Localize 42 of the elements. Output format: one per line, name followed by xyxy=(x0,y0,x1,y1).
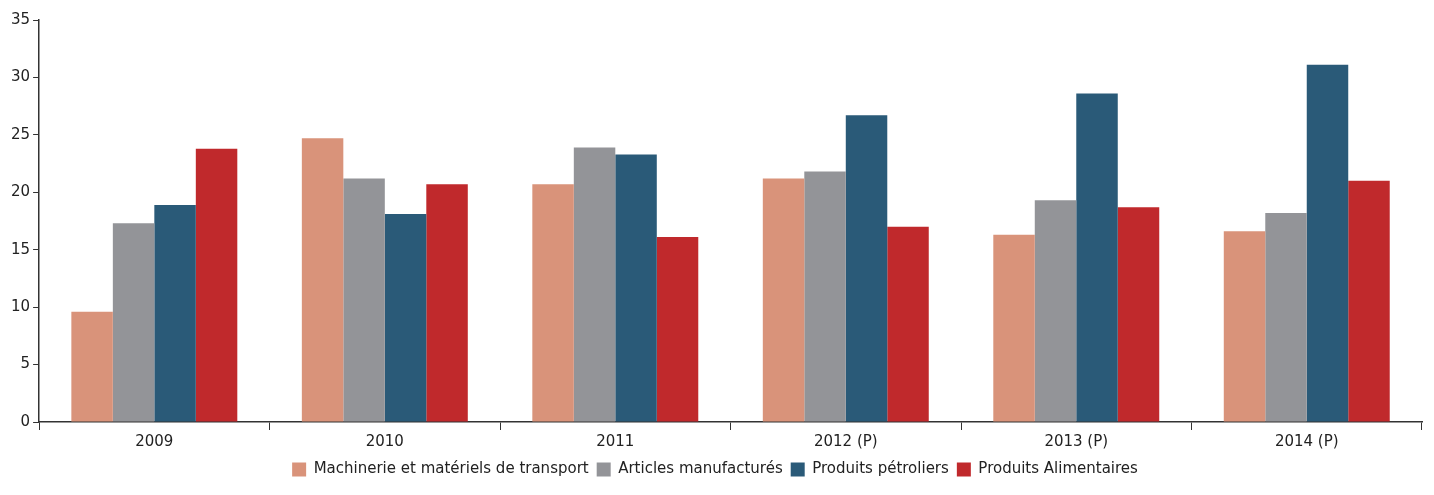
y-tick-label: 5 xyxy=(20,354,31,373)
bar xyxy=(532,184,574,422)
bar xyxy=(1076,93,1118,422)
x-tick-label: 2009 xyxy=(135,431,174,450)
bar xyxy=(762,178,805,422)
bar xyxy=(195,148,238,422)
bar xyxy=(1223,231,1266,422)
bar xyxy=(301,138,344,422)
bar xyxy=(343,178,385,422)
bar xyxy=(426,184,468,422)
bar xyxy=(1034,200,1077,422)
bar xyxy=(1306,64,1349,422)
bar xyxy=(71,311,113,422)
legend-label: Machinerie et matériels de transport xyxy=(313,459,589,478)
bar xyxy=(615,154,657,422)
x-tick-label: 2014 (P) xyxy=(1274,431,1339,450)
x-tick-label: 2010 xyxy=(365,431,404,450)
bar xyxy=(993,234,1035,422)
bar xyxy=(1117,207,1160,422)
y-tick-label: 10 xyxy=(10,297,31,316)
y-tick-label: 30 xyxy=(10,67,31,86)
bar xyxy=(154,204,196,422)
legend-label: Produits Alimentaires xyxy=(978,459,1139,478)
bar xyxy=(887,226,929,422)
bar xyxy=(573,147,616,422)
y-tick-label: 25 xyxy=(10,124,31,143)
bar xyxy=(804,171,846,422)
x-tick-label: 2013 (P) xyxy=(1044,431,1109,450)
bar xyxy=(1265,212,1307,422)
y-tick-label: 20 xyxy=(10,182,31,201)
y-tick-label: 15 xyxy=(10,239,31,258)
x-tick-label: 2012 (P) xyxy=(813,431,878,450)
legend-label: Articles manufacturés xyxy=(618,459,783,478)
y-tick-label: 35 xyxy=(10,9,31,28)
bar xyxy=(112,223,155,422)
bar xyxy=(656,237,699,422)
legend-label: Produits pétroliers xyxy=(812,459,950,478)
bar xyxy=(1348,180,1390,422)
x-tick-label: 2011 xyxy=(596,431,635,450)
bar xyxy=(845,115,888,422)
bar xyxy=(384,214,427,422)
y-tick-label: 0 xyxy=(20,411,31,430)
